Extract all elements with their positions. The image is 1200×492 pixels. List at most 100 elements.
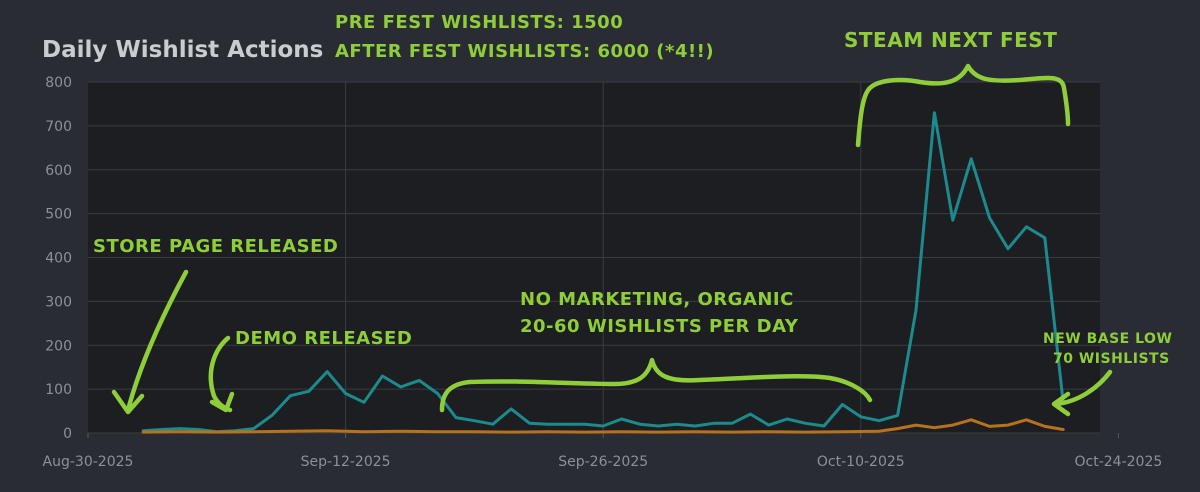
data-point	[215, 430, 218, 434]
y-tick-label: 0	[63, 426, 72, 442]
data-point	[712, 422, 715, 425]
data-point	[436, 430, 439, 433]
store-page-annotation: STORE PAGE RELEASED	[93, 236, 338, 257]
data-point	[638, 423, 642, 426]
data-point	[289, 394, 292, 397]
data-point	[546, 430, 550, 433]
data-point	[362, 401, 366, 404]
data-point	[344, 392, 347, 395]
data-point	[473, 430, 476, 433]
data-point	[1062, 428, 1065, 431]
steam-next-fest-annotation: STEAM NEXT FEST	[844, 28, 1057, 52]
annotation-strokes	[111, 63, 1113, 417]
data-point	[620, 430, 623, 433]
data-point	[804, 430, 807, 434]
y-tick-label: 700	[45, 119, 72, 135]
data-point	[454, 416, 458, 419]
data-point	[730, 430, 734, 434]
series-group	[141, 111, 1065, 434]
x-tick-label: Sep-12-2025	[301, 454, 391, 470]
y-tick-label: 500	[45, 207, 72, 223]
after-fest-annotation: AFTER FEST WISHLISTS: 6000 (*4!!)	[335, 41, 714, 62]
data-point	[859, 415, 862, 418]
organic-brace	[439, 357, 873, 413]
data-point	[307, 390, 310, 393]
data-point	[418, 379, 421, 382]
data-point	[565, 423, 568, 426]
data-point	[970, 418, 973, 422]
data-point	[160, 428, 163, 431]
data-point	[583, 423, 586, 426]
data-point	[142, 430, 145, 434]
data-point	[804, 422, 807, 425]
data-point	[767, 430, 770, 433]
base-low-annotation-line1: NEW BASE LOW	[1043, 331, 1172, 347]
data-point	[786, 417, 789, 421]
base-low-arrow	[1053, 369, 1113, 407]
grid	[88, 81, 1100, 434]
data-point	[546, 423, 550, 426]
data-point	[767, 423, 770, 427]
data-point	[510, 430, 513, 434]
data-point	[620, 417, 623, 421]
data-point	[841, 430, 844, 433]
next-fest-brace	[855, 63, 1071, 148]
data-point	[914, 423, 918, 427]
data-point	[896, 414, 899, 417]
y-axis: 0 100 200 300 400 500 600 700 800	[45, 75, 72, 442]
x-axis: Aug-30-2025 Sep-12-2025 Sep-26-2025 Oct-10-…	[43, 433, 1162, 470]
x-tick-label: Sep-26-2025	[558, 454, 648, 470]
data-point	[1006, 423, 1010, 427]
demo-arrowhead	[209, 391, 235, 413]
store-page-arrow	[125, 269, 189, 413]
data-point	[657, 424, 660, 428]
y-tick-label: 100	[45, 382, 72, 398]
data-point	[1043, 425, 1047, 428]
x-tick-label: Aug-30-2025	[43, 454, 134, 470]
data-point	[675, 423, 678, 426]
data-point	[730, 422, 734, 425]
data-point	[436, 392, 439, 395]
data-point	[749, 412, 752, 416]
data-point	[381, 374, 384, 378]
pre-fest-annotation: PRE FEST WISHLISTS: 1500	[335, 12, 623, 33]
data-point	[1025, 418, 1028, 422]
data-point	[914, 308, 918, 312]
data-point	[252, 427, 255, 430]
demo-annotation: DEMO RELEASED	[235, 328, 412, 349]
data-point	[1006, 247, 1010, 250]
y-tick-label: 300	[45, 294, 72, 310]
data-point	[1025, 225, 1028, 228]
data-point	[878, 430, 881, 433]
data-point	[878, 419, 881, 422]
data-point	[1043, 236, 1047, 239]
data-point	[602, 424, 605, 428]
data-point	[270, 414, 274, 417]
data-point	[933, 426, 936, 429]
data-point	[951, 219, 954, 222]
y-tick-label: 600	[45, 163, 72, 179]
data-point	[491, 423, 494, 426]
organic-annotation-line1: NO MARKETING, ORGANIC	[520, 289, 794, 310]
x-tick-label: Oct-10-2025	[817, 454, 905, 470]
store-page-arrowhead	[111, 389, 145, 415]
data-point	[657, 430, 660, 434]
y-tick-label: 800	[45, 75, 72, 91]
data-point	[289, 430, 292, 433]
data-point	[970, 157, 973, 160]
data-point	[399, 385, 402, 389]
y-tick-label: 400	[45, 251, 72, 267]
data-point	[951, 423, 954, 427]
data-point	[473, 419, 476, 422]
organic-annotation-line2: 20-60 WISHLISTS PER DAY	[520, 316, 799, 337]
data-point	[841, 403, 844, 406]
data-point	[362, 430, 366, 433]
data-point	[583, 430, 586, 434]
chart-title: Daily Wishlist Actions	[42, 37, 323, 63]
data-point	[528, 422, 531, 425]
data-point	[933, 111, 936, 114]
data-point	[694, 424, 697, 428]
data-point	[988, 425, 991, 428]
data-point	[510, 407, 513, 411]
data-point	[178, 427, 182, 430]
